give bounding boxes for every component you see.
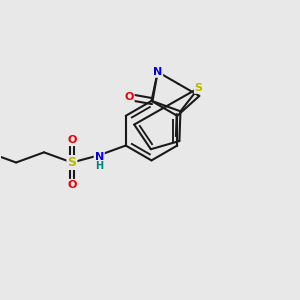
Text: O: O — [67, 180, 76, 190]
Text: O: O — [124, 92, 134, 102]
Text: O: O — [67, 135, 76, 145]
Text: S: S — [195, 83, 203, 93]
Text: N: N — [153, 67, 162, 77]
Text: N: N — [94, 152, 104, 162]
Text: S: S — [68, 156, 76, 169]
Text: H: H — [95, 161, 103, 172]
